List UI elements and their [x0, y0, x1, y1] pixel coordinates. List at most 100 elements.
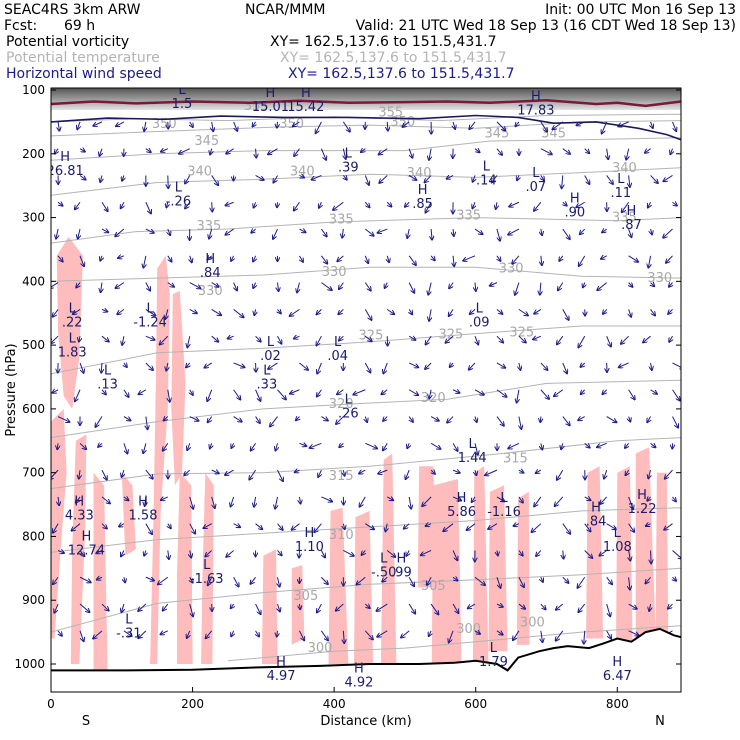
- isentrope-label: 325: [509, 325, 534, 340]
- wind-vector: [606, 603, 611, 616]
- wind-vector: [190, 577, 193, 582]
- wind-vector: [378, 228, 388, 233]
- wind-vector: [57, 550, 64, 553]
- extremum-type: H: [304, 526, 314, 541]
- wind-vector: [601, 256, 607, 259]
- wind-vector: [407, 228, 409, 238]
- extremum-value: 1.79: [479, 655, 508, 670]
- wind-vector: [554, 389, 564, 396]
- wind-vector: [187, 336, 189, 347]
- extremum-type: L: [614, 526, 622, 541]
- wind-vector: [607, 148, 609, 159]
- wind-vector: [144, 121, 146, 131]
- isentrope-label: 345: [485, 126, 510, 141]
- extremum-value: 1.44: [458, 451, 487, 466]
- extremum-marker: L-1.63: [190, 558, 224, 587]
- wind-vector: [496, 362, 505, 368]
- wind-vector: [446, 335, 454, 343]
- wind-vector: [231, 496, 234, 507]
- extremum-value: .11: [610, 186, 631, 201]
- extremum-type: L: [175, 181, 183, 196]
- wind-vector: [231, 255, 234, 261]
- extremum-marker: H15.42: [287, 88, 324, 115]
- wind-vector: [383, 416, 387, 421]
- wind-vector: [429, 309, 431, 320]
- wind-vector: [299, 255, 303, 262]
- wind-vector: [320, 228, 326, 236]
- extremum-type: L: [69, 302, 77, 317]
- isentrope-label: 305: [293, 589, 318, 604]
- wind-vector: [278, 282, 279, 291]
- extremum-type: H: [82, 529, 92, 544]
- extremum-type: H: [570, 191, 580, 206]
- isentrope-label: 335: [196, 219, 221, 234]
- wind-vector: [669, 283, 673, 287]
- isentrope-label: 325: [439, 327, 464, 342]
- wind-vector: [233, 416, 242, 422]
- extremum-value: .02: [260, 349, 281, 364]
- wind-vector: [255, 416, 260, 424]
- wind-vector: [293, 121, 300, 126]
- wind-vector: [122, 336, 124, 345]
- wind-vector: [72, 523, 81, 531]
- wind-vector: [540, 603, 546, 609]
- wind-vector: [57, 416, 69, 422]
- wind-vector: [519, 416, 521, 429]
- wind-vector: [321, 496, 332, 502]
- wind-vector: [101, 229, 108, 232]
- extremum-type: L: [617, 172, 625, 187]
- wind-vector: [672, 550, 681, 558]
- wind-vector: [101, 335, 109, 341]
- wind-vector: [579, 255, 586, 266]
- wind-vector: [79, 576, 91, 582]
- wind-vector: [449, 630, 454, 643]
- wind-vector: [490, 283, 498, 286]
- extremum-marker: H4.97: [267, 655, 296, 684]
- wind-vector: [584, 550, 593, 557]
- wind-vector: [310, 442, 322, 448]
- extremum-type: H: [266, 86, 276, 101]
- wind-vector: [541, 630, 543, 642]
- wind-vector: [648, 255, 650, 268]
- wind-vector: [57, 202, 62, 205]
- extremum-value: -1.63: [190, 572, 224, 587]
- wind-vector: [145, 228, 154, 233]
- wind-vector: [277, 523, 283, 530]
- wind-vector: [496, 309, 502, 314]
- wind-vector: [278, 309, 281, 313]
- wind-vector: [233, 524, 241, 528]
- wind-vector: [431, 228, 432, 240]
- extremum-marker: L.04: [327, 335, 348, 364]
- wind-vector: [299, 603, 300, 609]
- isentrope-line: [51, 167, 681, 196]
- wind-vector: [429, 148, 431, 160]
- wind-vector: [253, 255, 255, 262]
- wind-vector: [190, 389, 193, 395]
- wind-vector: [672, 389, 680, 401]
- extremum-type: L: [476, 302, 484, 317]
- y-tick-label: 300: [22, 211, 45, 225]
- wind-vector: [651, 283, 655, 287]
- wind-vector: [233, 362, 245, 367]
- extremum-marker: L1.79: [479, 641, 508, 670]
- extremum-marker: H6.47: [603, 655, 632, 684]
- wind-vector: [318, 469, 321, 477]
- wind-vector: [427, 577, 432, 585]
- extremum-type: L: [500, 491, 508, 506]
- extremum-value: 4.97: [267, 669, 296, 684]
- y-tick-label: 900: [22, 593, 45, 607]
- pv-region: [488, 485, 508, 652]
- wind-vector: [317, 389, 322, 397]
- extremum-type: H: [205, 252, 215, 267]
- wind-vector: [628, 603, 637, 609]
- wind-vector: [161, 497, 169, 500]
- wind-vector: [317, 309, 322, 314]
- pv-region: [150, 255, 170, 665]
- extremum-type: H: [60, 150, 70, 165]
- extremum-marker: L.22: [62, 302, 83, 331]
- wind-vector: [208, 577, 213, 585]
- wind-vector: [496, 202, 497, 209]
- extremum-value: 1.22: [628, 502, 657, 517]
- isentrope-label: 330: [322, 265, 347, 280]
- wind-vector: [57, 255, 63, 262]
